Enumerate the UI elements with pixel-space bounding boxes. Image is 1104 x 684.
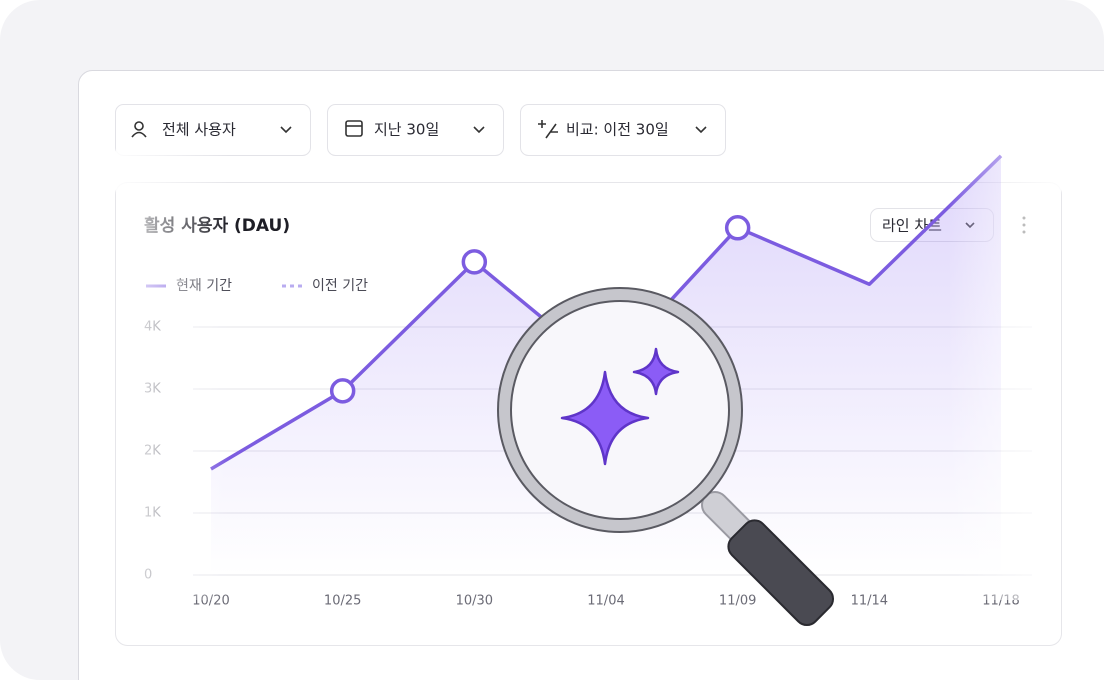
x-tick-label: 10/20 [192, 594, 229, 609]
x-tick-label: 11/18 [982, 594, 1019, 609]
filter-label: 지난 30일 [374, 121, 439, 139]
filter-compare[interactable]: 비교: 이전 30일 [521, 105, 726, 156]
filter-label: 전체 사용자 [162, 121, 236, 139]
x-tick-label: 10/25 [324, 594, 361, 609]
filter-user[interactable]: 전체 사용자 [116, 105, 311, 156]
filter-label: 비교: 이전 30일 [566, 121, 669, 139]
point [463, 251, 485, 273]
legend-label: 이전 기간 [312, 278, 368, 294]
more-menu[interactable] [1023, 217, 1026, 234]
chart-title: 활성 사용자 (DAU) [144, 215, 290, 236]
point [332, 380, 354, 402]
legend-label: 현재 기간 [176, 278, 232, 294]
y-tick-label: 2K [144, 444, 161, 459]
y-tick-label: 0 [144, 568, 152, 583]
y-tick-label: 4K [144, 320, 161, 335]
filter-period[interactable]: 지난 30일 [328, 105, 504, 156]
point [727, 217, 749, 239]
x-tick-label: 11/09 [719, 594, 756, 609]
x-tick-label: 11/14 [851, 594, 888, 609]
y-tick-label: 3K [144, 382, 161, 397]
y-tick-label: 1K [144, 506, 161, 521]
x-tick-label: 11/04 [587, 594, 624, 609]
x-tick-label: 10/30 [456, 594, 493, 609]
